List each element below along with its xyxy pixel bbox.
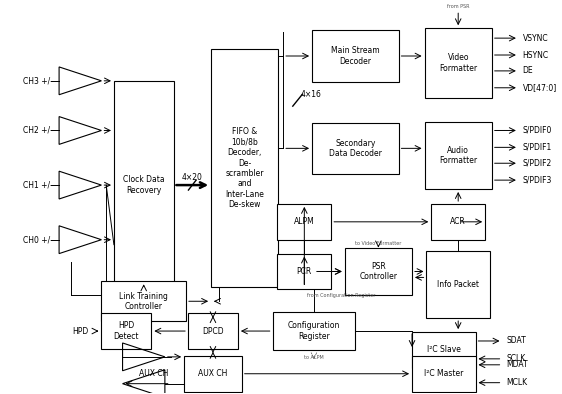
Text: DPCD: DPCD: [202, 327, 224, 336]
Text: HSYNC: HSYNC: [523, 50, 549, 59]
Text: Video
Formatter: Video Formatter: [439, 53, 477, 72]
FancyBboxPatch shape: [424, 28, 492, 98]
Text: from Configuration Register: from Configuration Register: [307, 293, 375, 298]
FancyBboxPatch shape: [278, 204, 331, 240]
Text: DE: DE: [523, 67, 533, 75]
Text: MCLK: MCLK: [506, 378, 527, 387]
Text: 4×16: 4×16: [301, 90, 321, 99]
FancyBboxPatch shape: [184, 356, 242, 392]
Text: S/PDIF1: S/PDIF1: [523, 143, 552, 152]
Text: ALPM: ALPM: [294, 217, 315, 226]
Text: CH0 +/-: CH0 +/-: [23, 235, 53, 244]
FancyBboxPatch shape: [278, 254, 331, 289]
FancyBboxPatch shape: [312, 30, 398, 82]
Text: MDAT: MDAT: [506, 360, 528, 369]
Text: 4×20: 4×20: [182, 173, 203, 182]
Text: AUX CH: AUX CH: [198, 369, 228, 378]
Text: Audio
Formatter: Audio Formatter: [439, 146, 477, 165]
Text: Configuration
Register: Configuration Register: [288, 322, 340, 341]
Text: SDAT: SDAT: [506, 336, 526, 346]
Text: Link Training
Controller: Link Training Controller: [119, 292, 168, 311]
FancyBboxPatch shape: [412, 332, 475, 368]
FancyBboxPatch shape: [101, 313, 151, 349]
FancyBboxPatch shape: [188, 313, 238, 349]
Text: Main Stream
Decoder: Main Stream Decoder: [331, 46, 379, 66]
Text: AUX CH: AUX CH: [139, 369, 168, 378]
Text: I²C Master: I²C Master: [424, 369, 464, 378]
Text: Clock Data
Recovery: Clock Data Recovery: [123, 175, 165, 195]
Text: PCR: PCR: [297, 267, 312, 276]
FancyBboxPatch shape: [412, 356, 475, 392]
Text: VSYNC: VSYNC: [523, 33, 549, 43]
Text: HPD
Detect: HPD Detect: [114, 322, 139, 341]
Text: CH3 +/-: CH3 +/-: [23, 76, 53, 85]
Text: S/PDIF2: S/PDIF2: [523, 159, 552, 168]
FancyBboxPatch shape: [101, 281, 186, 321]
Text: from PSR: from PSR: [447, 4, 469, 9]
Text: Info Packet: Info Packet: [437, 280, 479, 289]
FancyBboxPatch shape: [427, 251, 490, 318]
Text: I²C Slave: I²C Slave: [427, 346, 461, 355]
Text: to ALPM: to ALPM: [304, 355, 324, 361]
Text: HPD: HPD: [72, 327, 88, 336]
Text: CH2 +/-: CH2 +/-: [23, 126, 53, 135]
Text: S/PDIF3: S/PDIF3: [523, 176, 552, 185]
Text: VD[47:0]: VD[47:0]: [523, 83, 557, 92]
Text: to Video Formatter: to Video Formatter: [355, 241, 402, 246]
Text: FIFO &
10b/8b
Decoder,
De-
scrambler
and
Inter-Lane
De-skew: FIFO & 10b/8b Decoder, De- scrambler and…: [225, 127, 264, 209]
Text: S/PDIF0: S/PDIF0: [523, 126, 552, 135]
FancyBboxPatch shape: [345, 248, 412, 295]
FancyBboxPatch shape: [114, 81, 174, 289]
FancyBboxPatch shape: [211, 49, 278, 287]
FancyBboxPatch shape: [424, 121, 492, 189]
FancyBboxPatch shape: [273, 312, 355, 350]
FancyBboxPatch shape: [312, 123, 398, 174]
FancyBboxPatch shape: [431, 204, 485, 240]
Text: ACR: ACR: [450, 217, 466, 226]
Text: PSR
Controller: PSR Controller: [359, 262, 397, 281]
Text: Secondary
Data Decoder: Secondary Data Decoder: [329, 139, 382, 158]
Text: SCLK: SCLK: [506, 354, 525, 363]
Text: CH1 +/-: CH1 +/-: [23, 180, 53, 190]
